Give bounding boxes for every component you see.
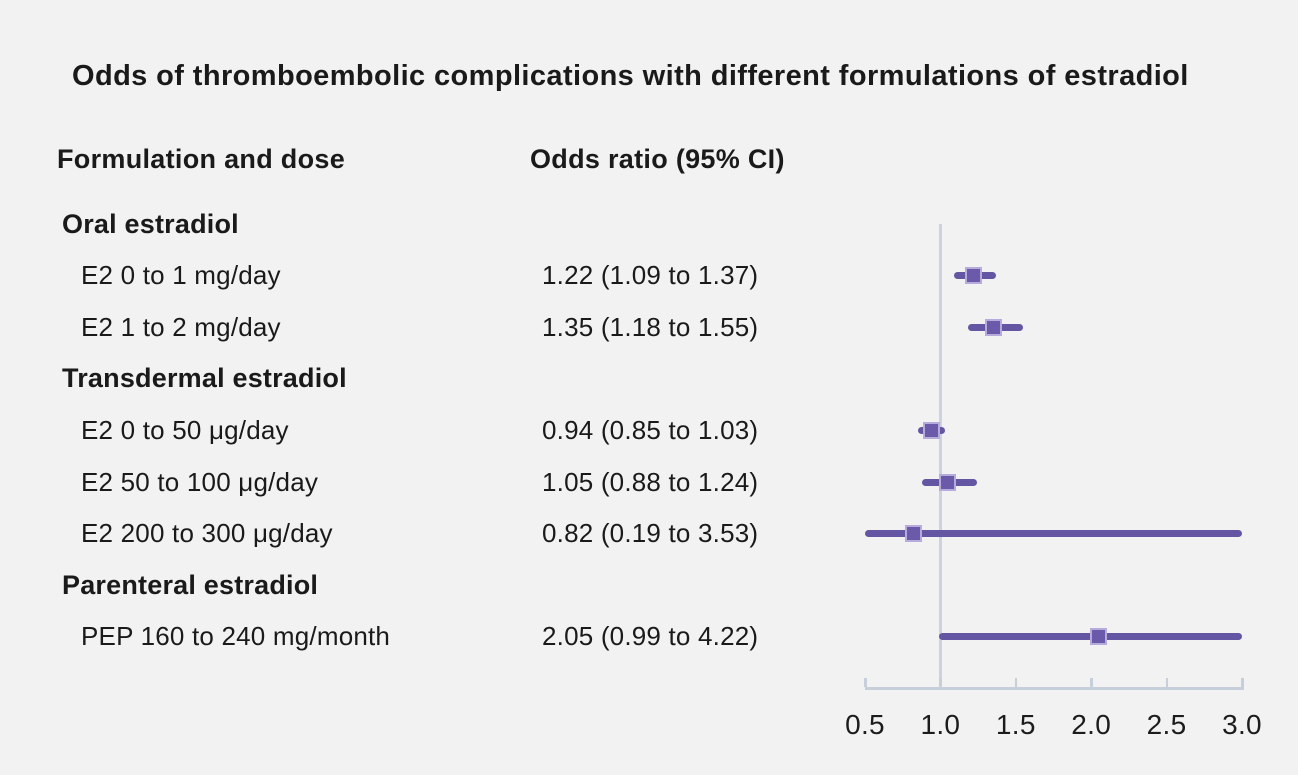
row-label: E2 50 to 100 μg/day bbox=[81, 466, 319, 497]
x-axis-tick-label: 2.0 bbox=[1071, 709, 1112, 740]
row-label: E2 0 to 1 mg/day bbox=[81, 260, 281, 291]
row-value: 1.05 (0.88 to 1.24) bbox=[542, 466, 759, 497]
x-axis-tick bbox=[864, 678, 867, 687]
or-marker bbox=[1090, 628, 1108, 646]
group-label: Oral estradiol bbox=[62, 208, 239, 239]
x-axis-tick bbox=[1165, 678, 1169, 687]
or-marker bbox=[922, 421, 940, 439]
x-axis-line bbox=[865, 687, 1244, 690]
reference-line bbox=[938, 224, 942, 689]
row-value: 1.35 (1.18 to 1.55) bbox=[542, 311, 759, 342]
x-axis-tick-label: 3.0 bbox=[1222, 709, 1262, 740]
row-label: E2 0 to 50 μg/day bbox=[81, 414, 289, 445]
x-axis-tick bbox=[1090, 678, 1093, 687]
row-value: 1.22 (1.09 to 1.37) bbox=[542, 260, 759, 291]
column-header-formulation: Formulation and dose bbox=[57, 144, 346, 174]
or-marker bbox=[939, 473, 957, 491]
ci-line bbox=[865, 530, 1242, 538]
row-value: 2.05 (0.99 to 4.22) bbox=[542, 621, 759, 652]
page-title: Odds of thromboembolic complications wit… bbox=[72, 60, 1189, 92]
x-axis-tick bbox=[1014, 678, 1018, 687]
x-axis-tick-label: 2.5 bbox=[1146, 709, 1187, 740]
x-axis-tick-label: 1.0 bbox=[920, 709, 961, 740]
or-marker bbox=[904, 525, 922, 543]
row-label: E2 1 to 2 mg/day bbox=[81, 311, 281, 342]
or-marker bbox=[984, 318, 1002, 336]
column-header-odds: Odds ratio (95% CI) bbox=[530, 144, 785, 174]
row-label: E2 200 to 300 μg/day bbox=[81, 518, 333, 549]
group-label: Transdermal estradiol bbox=[62, 363, 347, 394]
row-label: PEP 160 to 240 mg/month bbox=[81, 621, 391, 652]
row-value: 0.82 (0.19 to 3.53) bbox=[542, 518, 759, 549]
row-value: 0.94 (0.85 to 1.03) bbox=[542, 414, 759, 445]
or-marker bbox=[965, 267, 983, 285]
x-axis-tick bbox=[939, 678, 942, 687]
x-axis-tick bbox=[1241, 678, 1244, 687]
group-label: Parenteral estradiol bbox=[62, 569, 319, 600]
x-axis-tick-label: 0.5 bbox=[845, 709, 885, 740]
x-axis-tick-label: 1.5 bbox=[995, 709, 1036, 740]
